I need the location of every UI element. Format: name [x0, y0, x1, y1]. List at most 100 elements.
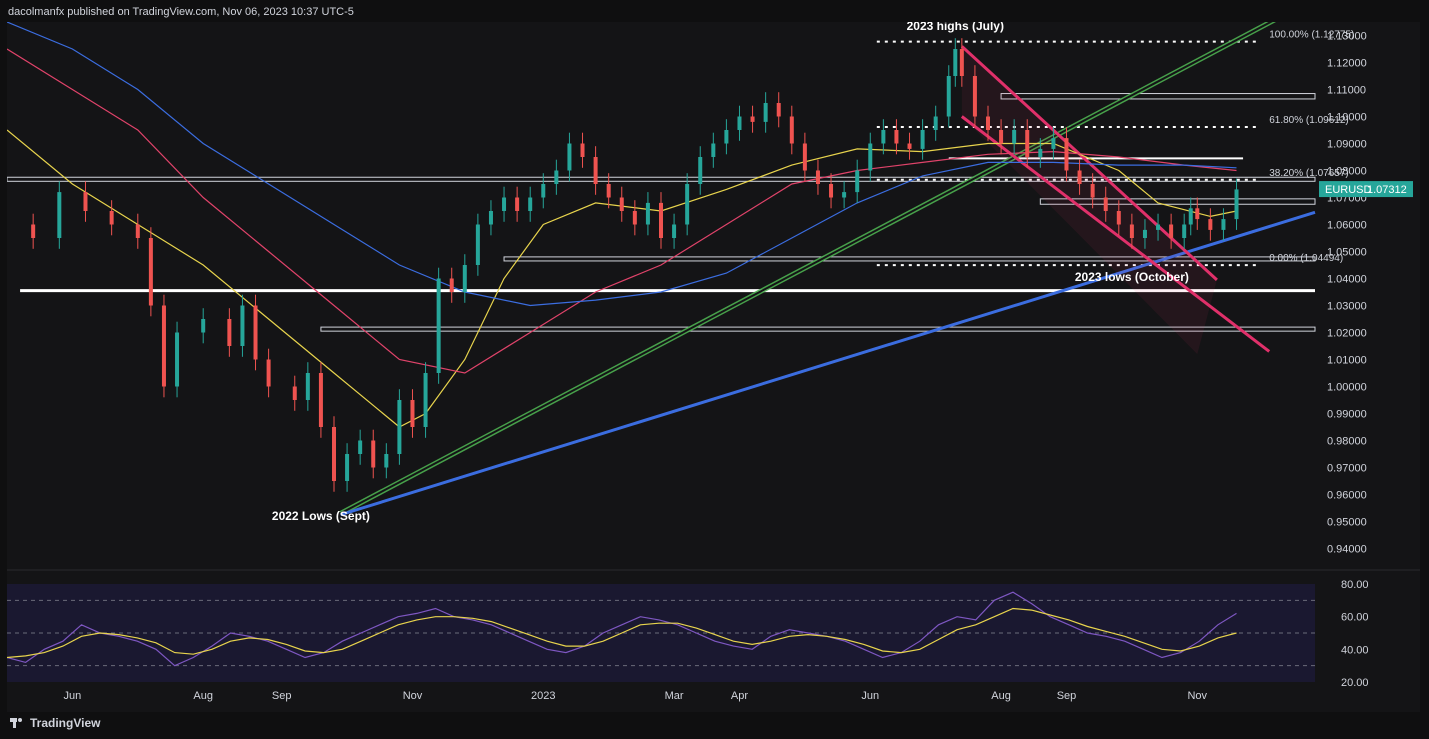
- candle-body: [1182, 224, 1187, 238]
- candle-body: [593, 157, 598, 184]
- publisher-header: dacolmanfx published on TradingView.com,…: [8, 6, 354, 18]
- candle-body: [397, 400, 402, 454]
- candle-body: [305, 373, 310, 400]
- candle-body: [1129, 224, 1134, 238]
- y-tick-label: 1.09000: [1327, 139, 1367, 151]
- rsi-y-tick-label: 20.00: [1341, 677, 1369, 689]
- candle-body: [410, 400, 415, 427]
- candle-body: [1221, 219, 1226, 230]
- candle-body: [659, 202, 663, 238]
- candle-body: [83, 192, 88, 211]
- candle-body: [384, 454, 389, 468]
- sr-zone-box: [1000, 93, 1316, 100]
- candle-body: [253, 305, 258, 360]
- candle-body: [953, 49, 958, 76]
- y-tick-label: 1.06000: [1327, 220, 1367, 232]
- y-tick-label: 0.94000: [1327, 544, 1367, 556]
- y-tick-label: 1.04000: [1327, 274, 1367, 286]
- y-tick-label: 1.00000: [1327, 382, 1367, 394]
- green-trendline-inner: [340, 22, 1273, 515]
- y-tick-label: 0.96000: [1327, 490, 1367, 502]
- x-tick-label: Nov: [1187, 690, 1207, 702]
- rsi-panel-background: [7, 584, 1315, 682]
- y-tick-label: 0.98000: [1327, 436, 1367, 448]
- sr-zone-box: [503, 256, 1316, 262]
- candle-body: [240, 305, 245, 346]
- sr-zone-box: [1039, 198, 1316, 205]
- candle-body: [580, 143, 585, 157]
- candle-body: [724, 130, 729, 144]
- candle-body: [829, 184, 834, 198]
- candle-body: [632, 211, 637, 225]
- y-tick-label: 1.11000: [1327, 85, 1366, 97]
- candle-body: [842, 192, 847, 198]
- candle-body: [345, 454, 350, 481]
- candle-body: [619, 197, 624, 211]
- moving-average-line: [7, 129, 1237, 428]
- channel-upper-line: [960, 45, 1218, 281]
- candle-body: [1142, 229, 1147, 238]
- candle-body: [1116, 211, 1121, 225]
- candle-body: [1038, 148, 1043, 157]
- y-tick-label: 1.13000: [1327, 31, 1367, 43]
- x-tick-label: Nov: [403, 690, 423, 702]
- candle-body: [1195, 208, 1200, 220]
- x-tick-label: Jun: [861, 690, 879, 702]
- x-tick-label: Aug: [193, 690, 213, 702]
- candle-body: [737, 116, 742, 130]
- candle-body: [645, 202, 650, 225]
- candle-body: [554, 170, 559, 184]
- y-tick-label: 0.95000: [1327, 517, 1367, 529]
- x-tick-label: Sep: [272, 690, 292, 702]
- candle-body: [227, 319, 232, 346]
- candle-body: [135, 224, 140, 238]
- x-tick-label: Sep: [1057, 690, 1077, 702]
- candle-body: [161, 305, 166, 387]
- moving-average-line: [7, 22, 1237, 307]
- channel-lower-line: [960, 115, 1271, 353]
- candle-body: [685, 184, 690, 225]
- moving-average-line: [7, 48, 1237, 374]
- chart-frame[interactable]: 1.13000 1.12000 1.11000 1.10000 1.09000 1.080…: [7, 22, 1420, 712]
- candle-body: [789, 116, 794, 144]
- candle-body: [1051, 138, 1056, 149]
- x-tick-label: Apr: [731, 690, 748, 702]
- candle-body: [959, 49, 964, 76]
- candle-body: [776, 103, 781, 117]
- candle-body: [1103, 197, 1108, 211]
- candle-body: [1025, 130, 1030, 157]
- candle-body: [148, 238, 153, 306]
- candle-body: [462, 265, 467, 292]
- sr-zone-box: [320, 326, 1316, 332]
- symbol-name-label: EURUSD: [1325, 184, 1372, 196]
- footer-brand[interactable]: TradingView: [10, 716, 100, 730]
- candle-body: [1169, 224, 1174, 238]
- candle-body: [946, 76, 951, 117]
- y-tick-label: 1.10000: [1327, 112, 1367, 124]
- rsi-y-tick-label: 60.00: [1341, 612, 1369, 624]
- x-tick-label: Aug: [991, 690, 1011, 702]
- candle-body: [933, 116, 938, 130]
- chart-svg[interactable]: 1.13000 1.12000 1.11000 1.10000 1.09000 1.080…: [7, 22, 1420, 712]
- rsi-series-line: [7, 607, 1237, 659]
- candle-body: [475, 224, 480, 265]
- y-tick-label: 0.97000: [1327, 463, 1367, 475]
- candle-body: [515, 197, 520, 211]
- rsi-y-tick-label: 40.00: [1341, 644, 1369, 656]
- candle-body: [907, 143, 912, 149]
- x-tick-label: Jun: [64, 690, 82, 702]
- candle-body: [999, 130, 1004, 144]
- y-tick-label: 1.01000: [1327, 355, 1367, 367]
- candle-body: [423, 373, 428, 427]
- rsi-y-tick-label: 80.00: [1341, 579, 1369, 591]
- candle-body: [711, 143, 716, 157]
- candle-body: [488, 211, 493, 225]
- fib-level-label: 100.00% (1.12775): [1269, 30, 1354, 41]
- candle-body: [972, 76, 977, 117]
- y-tick-label: 1.03000: [1327, 301, 1367, 313]
- candle-body: [763, 103, 768, 122]
- candle-body: [802, 143, 807, 171]
- candle-body: [672, 224, 677, 238]
- candle-body: [318, 373, 323, 427]
- candle-body: [815, 170, 820, 184]
